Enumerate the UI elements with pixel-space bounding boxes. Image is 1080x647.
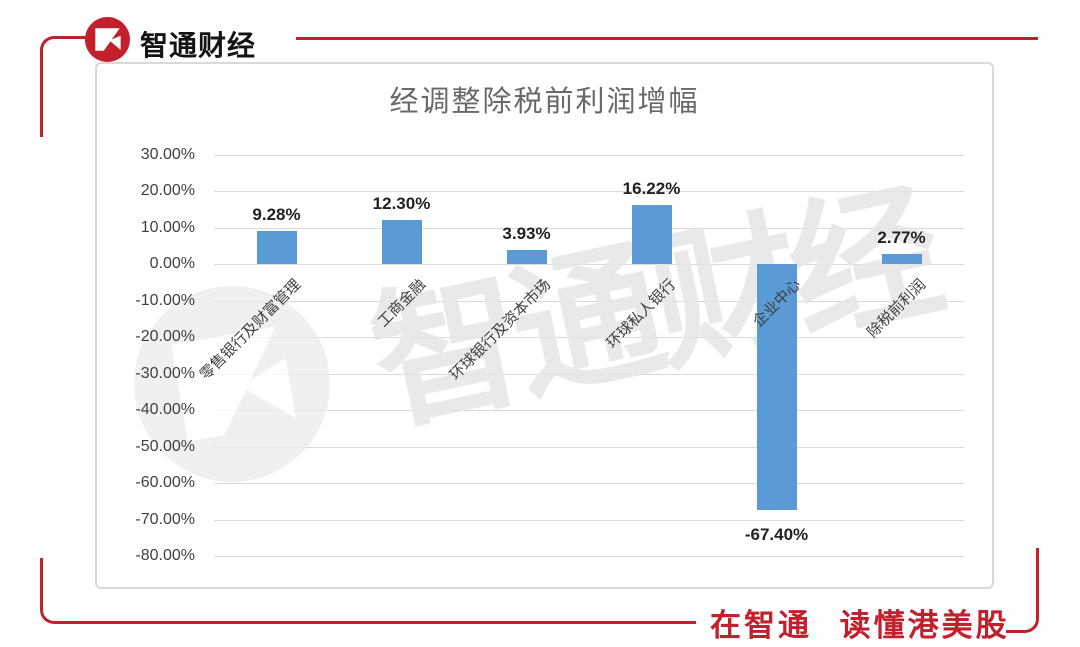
y-axis-tick-label: -50.00% — [135, 437, 195, 455]
bar — [256, 230, 297, 265]
gridline — [214, 446, 964, 448]
bar-data-label: 2.77% — [877, 228, 926, 248]
footer-slogan: 在智通 读懂港美股 — [710, 608, 1010, 643]
bar-data-label: 16.22% — [622, 179, 681, 199]
chart-card: 智通财经 经调整除税前利润增幅 30.00% 20.00% 10.00% 0.00% -… — [95, 62, 994, 589]
bar — [881, 254, 922, 265]
y-axis-tick-label: -10.00% — [135, 291, 195, 309]
bar — [506, 250, 547, 265]
gridline — [214, 155, 964, 156]
corner-bracket-bottom-right — [1006, 548, 1039, 633]
gridline — [214, 300, 964, 302]
y-axis-tick-label: -80.00% — [135, 547, 195, 564]
gridline — [214, 519, 964, 521]
y-axis-tick-label: -60.00% — [135, 474, 195, 492]
chart-title: 经调整除税前利润增幅 — [389, 86, 700, 118]
gridline — [214, 556, 964, 557]
corner-bracket-bottom-left — [40, 558, 696, 624]
bar — [756, 264, 797, 511]
bar-data-label: 3.93% — [502, 224, 551, 244]
y-axis-tick-label: 0.00% — [149, 255, 195, 273]
y-axis-tick-label: -70.00% — [135, 510, 195, 528]
y-axis-tick-label: -40.00% — [135, 401, 195, 419]
y-axis-tick-label: -30.00% — [135, 364, 195, 382]
watermark-logo-icon — [134, 286, 330, 482]
y-axis-tick-label: 10.00% — [140, 218, 195, 236]
bar-data-label: 9.28% — [252, 204, 301, 224]
header-divider-line — [296, 37, 1038, 40]
gridline — [214, 373, 964, 375]
bar — [381, 219, 422, 265]
bar — [631, 205, 672, 265]
gridline — [214, 410, 964, 412]
bar-data-label: 12.30% — [372, 193, 431, 213]
corner-bracket-top-left — [40, 36, 91, 137]
gridline — [214, 191, 964, 193]
bar-data-label: -67.40% — [744, 525, 809, 545]
y-axis-tick-label: 20.00% — [140, 182, 195, 200]
y-axis-tick-label: -20.00% — [135, 328, 195, 346]
y-axis-tick-label: 30.00% — [140, 146, 195, 163]
gridline — [214, 264, 964, 266]
gridline — [214, 483, 964, 485]
gridline — [214, 337, 964, 339]
gridline — [214, 227, 964, 229]
zhitong-logo-icon — [85, 17, 130, 62]
logo-wordmark: 智通财经 — [140, 30, 257, 61]
